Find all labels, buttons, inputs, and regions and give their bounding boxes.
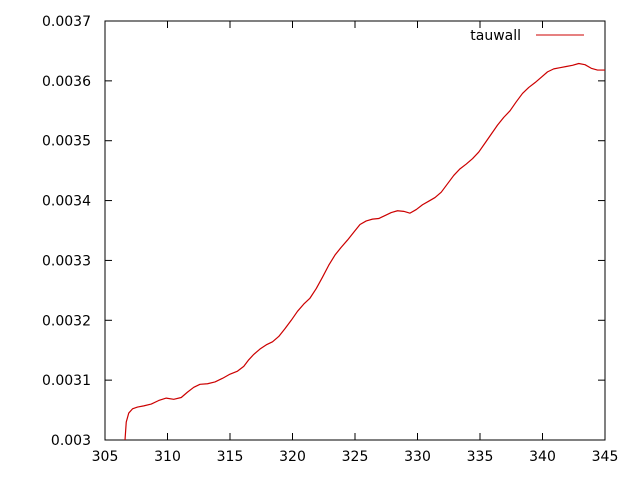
x-tick-label: 310 — [154, 449, 181, 465]
x-tick-label: 330 — [404, 449, 431, 465]
y-tick-label: 0.0036 — [42, 74, 91, 90]
y-tick-label: 0.0037 — [42, 14, 91, 30]
plot-frame — [104, 20, 606, 441]
series-layer — [124, 62, 605, 441]
x-tick-label: 320 — [279, 449, 306, 465]
legend: tauwall — [470, 28, 584, 44]
y-tick-label: 0.0035 — [42, 134, 91, 150]
legend-label-tauwall: tauwall — [470, 28, 521, 44]
x-tick-label: 315 — [217, 449, 244, 465]
x-tick-label: 335 — [467, 449, 494, 465]
axis-tick-labels: 305 310 315 320 325 330 335 340 345 0.003 0.0031 0.… — [42, 14, 618, 465]
x-tick-label: 345 — [592, 449, 619, 465]
x-tick-label: 305 — [92, 449, 119, 465]
y-tick-label: 0.0034 — [42, 194, 91, 210]
x-tick-label: 325 — [342, 449, 369, 465]
y-tick-label: 0.003 — [51, 433, 91, 449]
y-tick-label: 0.0031 — [42, 373, 91, 389]
series-line-tauwall — [124, 62, 605, 441]
x-tick-label: 340 — [529, 449, 556, 465]
y-tick-label: 0.0033 — [42, 253, 91, 269]
y-tick-label: 0.0032 — [42, 313, 91, 329]
